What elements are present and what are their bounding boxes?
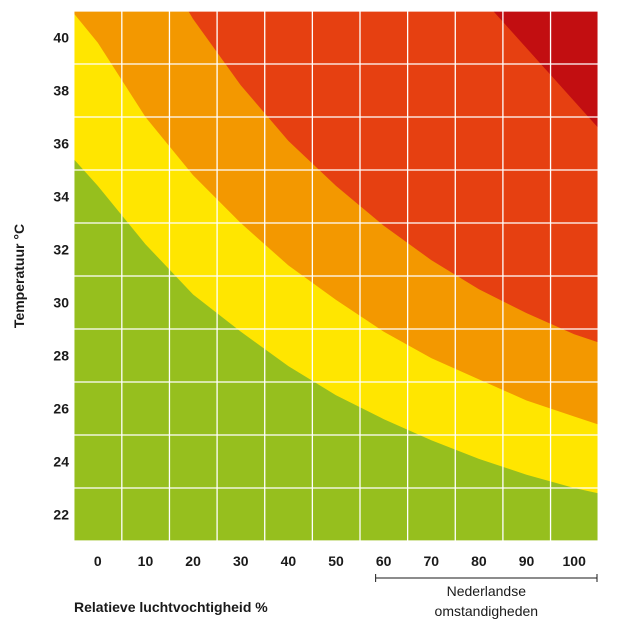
y-axis-ticks: 22 24 26 28 30 32 34 36 38 40 bbox=[53, 30, 69, 523]
x-tick-90: 90 bbox=[519, 553, 535, 569]
x-axis-label: Relatieve luchtvochtigheid % bbox=[74, 599, 268, 615]
y-axis-label: Temperatuur °C bbox=[11, 224, 27, 328]
y-tick-40: 40 bbox=[53, 30, 69, 46]
y-tick-28: 28 bbox=[53, 348, 69, 364]
x-tick-100: 100 bbox=[563, 553, 587, 569]
x-axis-ticks: 0 10 20 30 40 50 60 70 80 90 100 bbox=[94, 553, 586, 569]
y-tick-36: 36 bbox=[53, 136, 69, 152]
x-tick-60: 60 bbox=[376, 553, 392, 569]
y-tick-30: 30 bbox=[53, 295, 69, 311]
y-tick-22: 22 bbox=[53, 507, 69, 523]
x-tick-0: 0 bbox=[94, 553, 102, 569]
x-tick-80: 80 bbox=[471, 553, 487, 569]
x-tick-10: 10 bbox=[138, 553, 154, 569]
y-tick-26: 26 bbox=[53, 401, 69, 417]
x-tick-50: 50 bbox=[328, 553, 344, 569]
y-tick-38: 38 bbox=[53, 83, 69, 99]
x-tick-70: 70 bbox=[423, 553, 439, 569]
y-tick-32: 32 bbox=[53, 242, 69, 258]
conditions-bracket: Nederlandse omstandigheden bbox=[375, 574, 598, 619]
annotation-line-2: omstandigheden bbox=[435, 603, 539, 619]
y-tick-34: 34 bbox=[53, 189, 69, 205]
y-tick-24: 24 bbox=[53, 454, 69, 470]
grid-lines bbox=[73, 10, 599, 542]
annotation-line-1: Nederlandse bbox=[447, 583, 527, 599]
x-tick-20: 20 bbox=[185, 553, 201, 569]
x-tick-40: 40 bbox=[281, 553, 297, 569]
zone-0 bbox=[74, 159, 598, 541]
x-tick-30: 30 bbox=[233, 553, 249, 569]
